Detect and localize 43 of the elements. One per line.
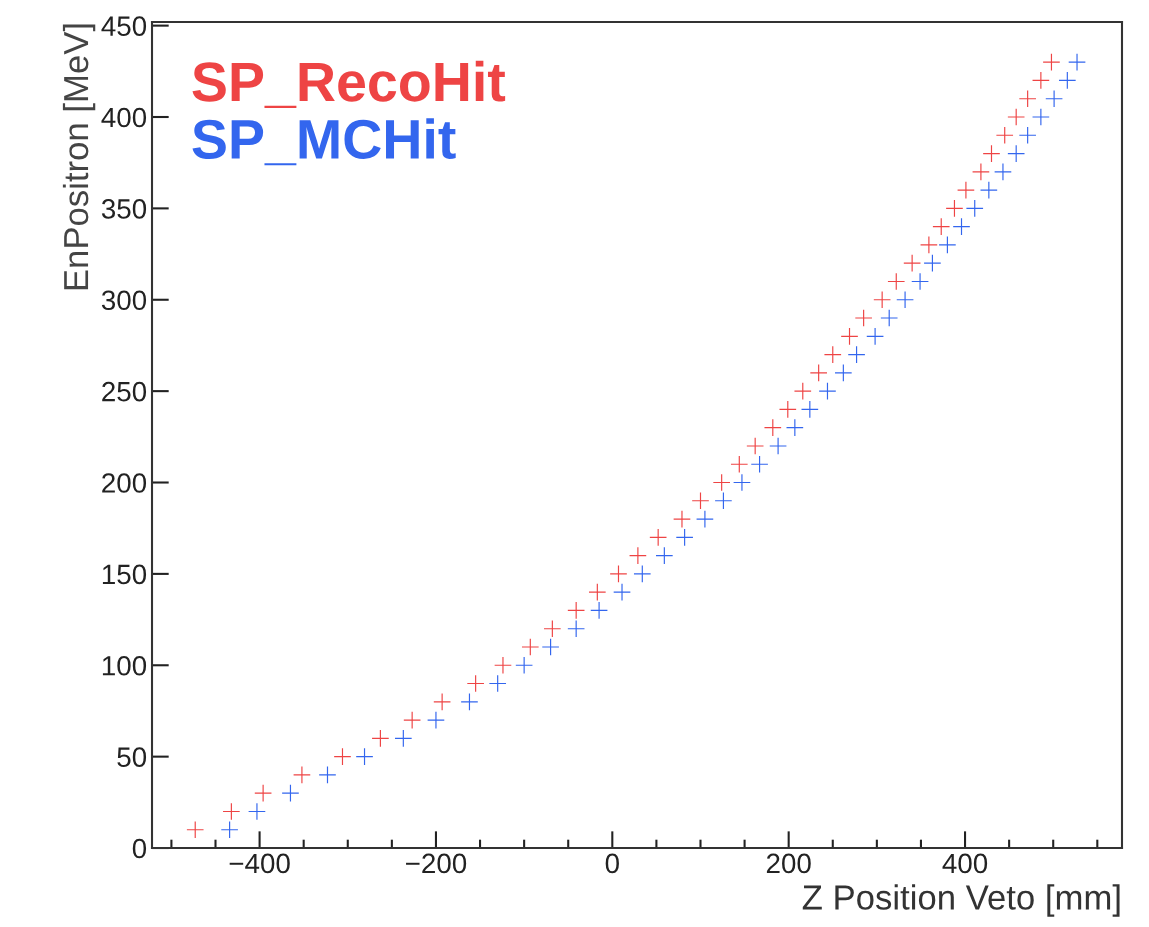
point — [673, 510, 691, 528]
point — [248, 803, 266, 820]
x-tick-label: −200 — [406, 853, 467, 874]
y-tick-label: 350 — [101, 199, 147, 219]
text: SP_MCHit — [192, 118, 456, 166]
point — [696, 510, 714, 528]
point — [746, 437, 764, 455]
x-tick-label: 200 — [766, 853, 811, 874]
point — [911, 273, 929, 290]
point — [920, 236, 938, 254]
point — [494, 656, 512, 674]
point — [957, 181, 975, 199]
point — [427, 711, 445, 729]
text: SP_RecoHit — [192, 60, 506, 108]
x-tick-label: −400 — [229, 853, 290, 874]
x-tick-label: 0 — [605, 853, 619, 874]
point — [855, 309, 872, 327]
point — [542, 638, 559, 656]
x-tick-label: 400 — [942, 853, 988, 874]
point — [994, 163, 1012, 181]
y-tick-label: 250 — [102, 381, 147, 402]
point — [613, 583, 631, 601]
x-axis-title: Z Position Veto [mm] — [802, 884, 1120, 917]
y-tick-label: 100 — [102, 655, 147, 676]
point — [733, 474, 751, 491]
y-tick-label: 450 — [101, 16, 147, 36]
point — [1007, 108, 1025, 126]
point — [1068, 53, 1086, 71]
y-tick-label: 150 — [102, 564, 147, 585]
point — [1032, 108, 1050, 126]
point — [896, 291, 914, 309]
point — [939, 236, 956, 254]
y-tick-label: 50 — [117, 747, 147, 767]
point — [769, 437, 787, 455]
point — [521, 638, 539, 656]
y-tick-label: 400 — [101, 107, 147, 128]
y-tick-label: 200 — [102, 473, 147, 493]
y-tick-label: 300 — [101, 290, 147, 311]
y-axis-title: EnPositron [MeV] — [62, 24, 96, 290]
point — [880, 309, 898, 327]
y-tick-label: 0 — [132, 838, 147, 859]
point — [319, 766, 336, 784]
point — [293, 766, 311, 784]
